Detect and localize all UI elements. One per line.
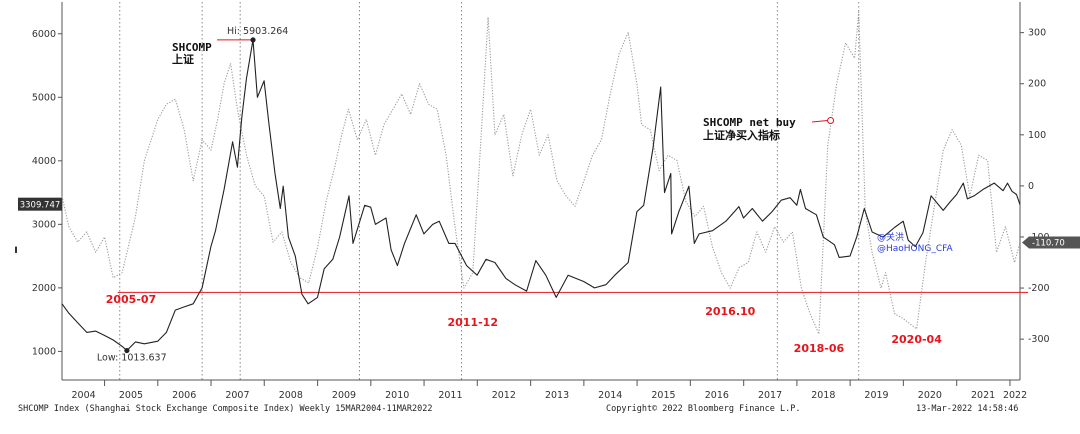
x-tick-label: 2020 (918, 390, 942, 401)
y-right-tick-label: 300 (1028, 28, 1046, 39)
last-value-left-box (18, 197, 62, 211)
x-tick-label: 2005 (119, 390, 143, 401)
y-left-tick-label: 5000 (32, 92, 56, 103)
x-tick-label: 2007 (225, 390, 249, 401)
high-marker (250, 37, 256, 43)
footer-source: SHCOMP Index (Shanghai Stock Exchange Co… (18, 404, 433, 414)
x-tick-label: 2004 (71, 390, 95, 401)
event-vertical-lines (119, 2, 860, 380)
netbuy-leader (811, 120, 828, 123)
y-axis-left: 1000 2000 3000 4000 5000 6000 (15, 29, 62, 357)
bottom-label-2018-06: 2018-06 (794, 342, 845, 355)
watermark-cn: @关洪 (877, 231, 904, 243)
y-right-tick-label: -300 (1028, 334, 1050, 345)
watermark-handle: @HaoHONG_CFA (877, 244, 953, 254)
x-tick-label: 2009 (332, 390, 356, 401)
y-left-tick-label: 2000 (32, 283, 56, 294)
bottom-label-2020-04: 2020-04 (891, 333, 942, 346)
last-value-left: 3309.747 (20, 201, 61, 211)
low-label: Low: 1013.637 (97, 353, 167, 364)
y-right-tick-label: -200 (1028, 283, 1050, 294)
shcomp-title: SHCOMP (172, 41, 212, 54)
netbuy-title: SHCOMP net buy (703, 116, 796, 129)
x-tick-label: 2019 (864, 390, 888, 401)
x-tick-label: 2013 (545, 390, 569, 401)
x-tick-label: 2008 (279, 390, 303, 401)
y-right-tick-label: 200 (1028, 79, 1046, 90)
series-group (61, 11, 1021, 352)
x-tick-label: 2015 (651, 390, 675, 401)
series-netbuy-line (61, 11, 1021, 335)
y-left-tick-label: 3000 (32, 219, 56, 230)
high-label: Hi: 5903.264 (227, 26, 288, 37)
last-value-right: -110.70 (1032, 238, 1065, 248)
footer-copyright: Copyright© 2022 Bloomberg Finance L.P. (606, 404, 801, 414)
bottom-label-2011-12: 2011-12 (448, 316, 499, 329)
low-marker (124, 347, 130, 354)
bottom-label-2005-07: 2005-07 (106, 293, 157, 306)
y-left-tick-label: 4000 (32, 156, 56, 167)
x-tick-label: 2012 (492, 390, 516, 401)
y-right-tick-label: 100 (1028, 130, 1046, 141)
bottom-label-2016.10: 2016.10 (705, 305, 755, 318)
x-tick-label: 2017 (758, 390, 782, 401)
x-tick-label: 2018 (811, 390, 835, 401)
series-shcomp-line (61, 39, 1021, 352)
x-tick-label: 2022 (1003, 390, 1027, 401)
y-axis-right: -300-200-1000100200300 (1020, 28, 1050, 345)
shcomp-cn-label: 上证 (172, 52, 194, 66)
last-value-right-box (1022, 236, 1080, 249)
footer-timestamp: 13-Mar-2022 14:58:46 (916, 404, 1019, 414)
netbuy-cn-label: 上证净买入指标 (703, 128, 780, 142)
y-left-tick-label: 1000 (32, 346, 56, 357)
y-left-tick-label: 6000 (32, 29, 56, 40)
x-tick-label: 2016 (705, 390, 729, 401)
y-right-tick-label: 0 (1028, 181, 1034, 192)
x-tick-label: 2011 (438, 390, 462, 401)
x-axis: 2004 2005 2006 2007 2008 2009 2010 2011 2012 2013… (61, 2, 1027, 401)
x-tick-label: 2010 (385, 390, 409, 401)
netbuy-marker (827, 117, 835, 125)
x-tick-label: 2021 (971, 390, 995, 401)
x-tick-label: 2014 (598, 390, 622, 401)
x-tick-label: 2006 (172, 390, 196, 401)
